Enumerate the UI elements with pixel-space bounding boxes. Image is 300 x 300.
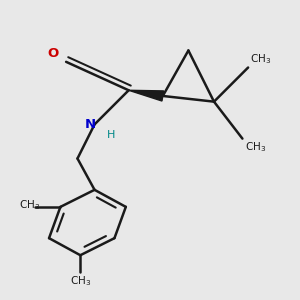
Polygon shape bbox=[129, 90, 164, 101]
Text: CH$_3$: CH$_3$ bbox=[19, 199, 40, 212]
Text: H: H bbox=[107, 130, 116, 140]
Text: O: O bbox=[48, 47, 59, 60]
Text: CH$_3$: CH$_3$ bbox=[250, 52, 272, 66]
Text: CH$_3$: CH$_3$ bbox=[70, 274, 91, 287]
Text: N: N bbox=[85, 118, 96, 131]
Text: CH$_3$: CH$_3$ bbox=[245, 140, 266, 154]
